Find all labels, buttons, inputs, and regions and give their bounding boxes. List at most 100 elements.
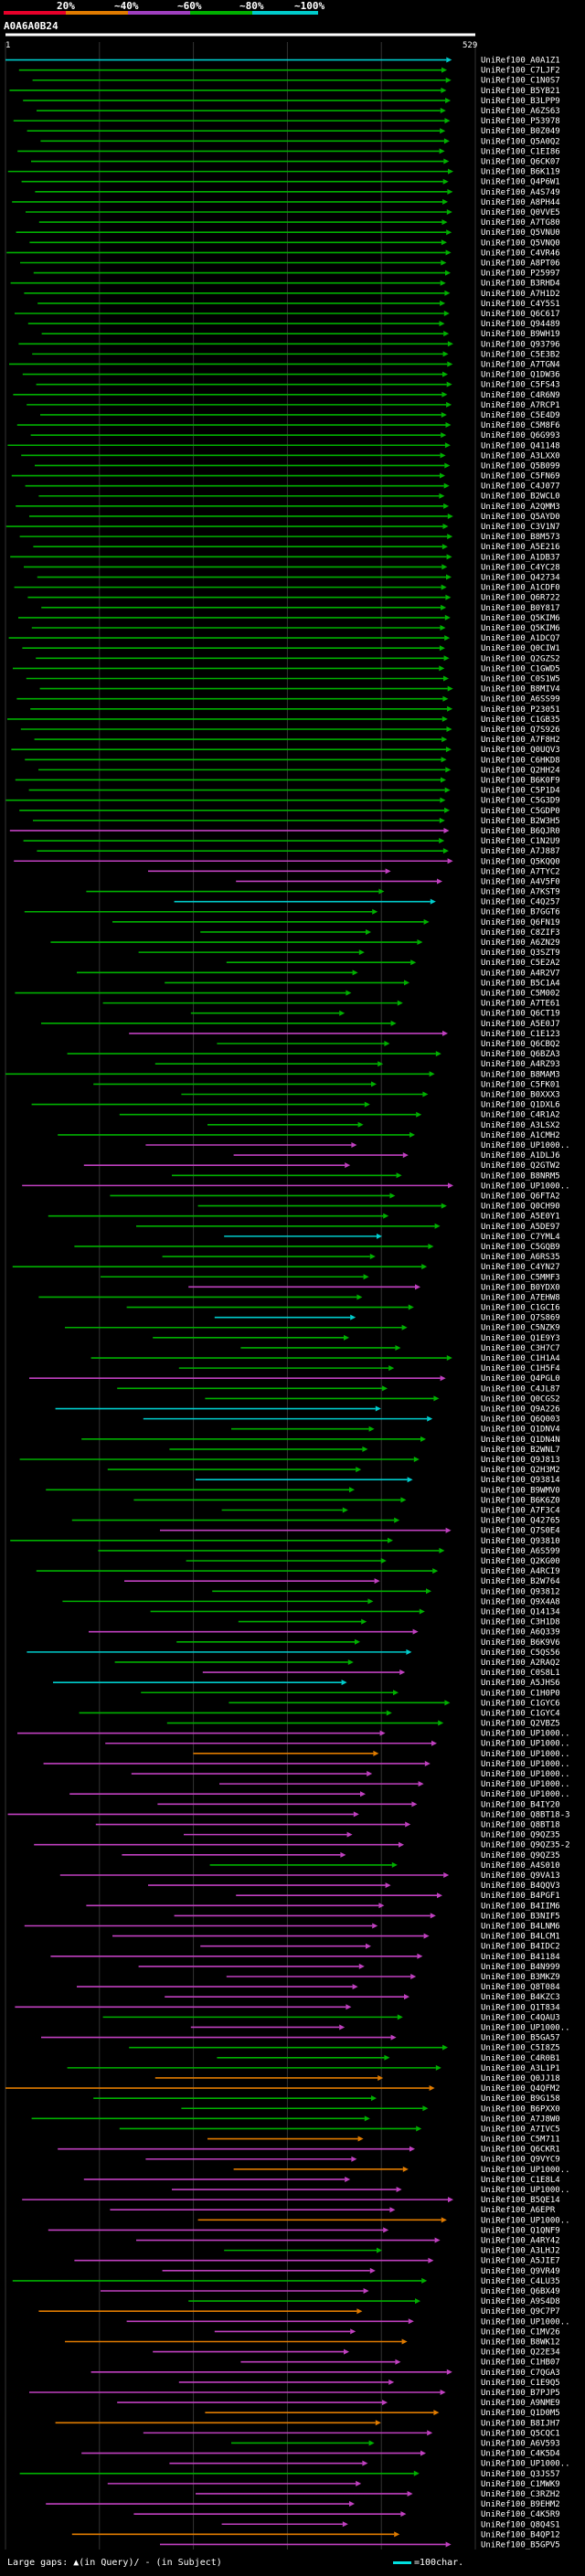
hit-arrowhead: [395, 1344, 401, 1351]
hit-arrowhead: [378, 888, 385, 895]
hit-label: UniRef100_Q93814: [481, 1476, 560, 1485]
hit-label: UniRef100_Q22E34: [481, 2348, 560, 2358]
hit-label: UniRef100_C4J077: [481, 482, 560, 492]
hit-arrowhead: [389, 2207, 396, 2213]
hit-label: UniRef100_A1CDF0: [481, 584, 560, 593]
hit-arrowhead: [362, 1446, 368, 1452]
hit-arrowhead: [342, 1507, 348, 1513]
hit-label: UniRef100_Q9QZ35: [481, 1831, 560, 1840]
hit-label: UniRef100_B8M573: [481, 533, 560, 542]
hit-arrowhead: [433, 2410, 440, 2416]
hit-label: UniRef100_B9WH19: [481, 330, 560, 339]
hit-label: UniRef100_B4IDC2: [481, 1943, 560, 1952]
hit-arrowhead: [439, 665, 445, 672]
hit-arrowhead: [444, 787, 451, 793]
hit-label: UniRef100_B3LPP9: [481, 97, 560, 106]
hit-arrowhead: [443, 655, 450, 662]
hit-arrowhead: [433, 1395, 440, 1402]
hit-arrowhead: [385, 1882, 391, 1889]
hit-arrowhead: [407, 2490, 413, 2496]
hit-arrowhead: [417, 939, 423, 946]
hit-label: UniRef100_Q41148: [481, 441, 560, 451]
hit-arrowhead: [339, 2024, 346, 2030]
hit-arrowhead: [440, 452, 446, 459]
hit-label: UniRef100_UP1000..: [481, 1770, 570, 1779]
hit-label: UniRef100_C0S1W5: [481, 675, 560, 684]
hit-label: UniRef100_A4RCI9: [481, 1567, 560, 1576]
hit-label: UniRef100_A7EHW8: [481, 1293, 560, 1302]
hit-arrowhead: [383, 2227, 389, 2233]
hit-arrowhead: [446, 574, 452, 580]
footer-scale-legend: =100char.: [393, 2558, 463, 2568]
hit-arrowhead: [441, 777, 446, 783]
hit-arrowhead: [428, 1243, 434, 1249]
hit-arrowhead: [415, 1284, 420, 1290]
hit-label: UniRef100_B8WK12: [481, 2338, 560, 2348]
hit-arrowhead: [437, 878, 442, 885]
hit-arrowhead: [434, 2237, 441, 2243]
hit-label: UniRef100_C5GDP0: [481, 807, 560, 816]
hit-label: UniRef100_C5E3B2: [481, 350, 560, 359]
hit-label: UniRef100_B9EHM2: [481, 2500, 560, 2509]
hit-label: UniRef100_C5FN69: [481, 472, 560, 482]
hit-arrowhead: [439, 148, 445, 154]
hit-arrowhead: [446, 209, 452, 216]
legend-label-80: ~80%: [239, 0, 264, 12]
hit-arrowhead: [439, 817, 445, 823]
hit-label: UniRef100_C7YML4: [481, 1233, 560, 1242]
hit-label: UniRef100_C4VR46: [481, 249, 560, 258]
hit-arrowhead: [372, 908, 378, 915]
hit-arrowhead: [412, 1628, 419, 1635]
hit-arrowhead: [444, 1700, 451, 1706]
hit-arrowhead: [401, 2338, 408, 2345]
hit-arrowhead: [443, 138, 450, 144]
hit-arrowhead: [419, 1608, 425, 1615]
hit-arrowhead: [384, 1041, 390, 1047]
hit-label: UniRef100_A6S599: [481, 1547, 560, 1556]
hit-arrowhead: [344, 2348, 349, 2355]
hit-arrowhead: [344, 1334, 349, 1341]
hit-label: UniRef100_Q1DW36: [481, 371, 560, 380]
hit-arrowhead: [351, 1141, 357, 1148]
hit-label: UniRef100_Q4QFM2: [481, 2084, 560, 2094]
hit-arrowhead: [441, 411, 447, 418]
hit-label: UniRef100_Q2GZS2: [481, 654, 560, 663]
hit-label: UniRef100_B5GA57: [481, 2034, 560, 2043]
hit-label: UniRef100_A6Q339: [481, 1628, 560, 1638]
hit-label: UniRef100_Q6CBQ2: [481, 1040, 560, 1049]
hit-label: UniRef100_B4LNM6: [481, 1923, 560, 1932]
hit-label: UniRef100_C5M002: [481, 990, 560, 999]
hit-label: UniRef100_UP1000..: [481, 1182, 570, 1191]
hit-arrowhead: [447, 534, 453, 540]
hit-arrowhead: [441, 544, 448, 550]
hit-label: UniRef100_C4Q257: [481, 898, 560, 907]
hit-arrowhead: [358, 949, 365, 956]
hit-arrowhead: [446, 2369, 452, 2375]
hit-label: UniRef100_Q6FN19: [481, 918, 560, 928]
hit-arrowhead: [393, 1690, 399, 1696]
hit-arrowhead: [422, 1091, 429, 1097]
hit-arrowhead: [442, 695, 449, 702]
hit-label: UniRef100_C1E8L4: [481, 2176, 560, 2185]
hit-label: UniRef100_A5E0J7: [481, 1020, 560, 1029]
hit-arrowhead: [417, 1953, 423, 1959]
hit-arrowhead: [369, 2267, 376, 2274]
hit-arrowhead: [422, 2105, 429, 2112]
hit-label: UniRef100_UP1000..: [481, 2023, 570, 2032]
hit-label: UniRef100_Q1DN4N: [481, 1436, 560, 1445]
hit-arrowhead: [434, 1223, 441, 1229]
hit-arrowhead: [447, 188, 453, 195]
hit-arrowhead: [347, 1659, 354, 1665]
hit-label: UniRef100_B4PGF1: [481, 1892, 560, 1901]
hit-label: UniRef100_Q5KIM6: [481, 624, 560, 633]
hit-arrowhead: [442, 1030, 448, 1036]
hit-label: UniRef100_C4R1A2: [481, 1111, 560, 1120]
hit-label: UniRef100_C1GYC6: [481, 1699, 560, 1708]
hit-arrowhead: [368, 2440, 375, 2446]
hit-label: UniRef100_UP1000..: [481, 2186, 570, 2195]
hit-label: UniRef100_P25997: [481, 270, 560, 279]
hit-arrowhead: [441, 87, 447, 93]
hit-arrowhead: [401, 1324, 408, 1330]
hit-arrowhead: [397, 1000, 403, 1006]
hit-label: UniRef100_A7F3C4: [481, 1507, 560, 1516]
